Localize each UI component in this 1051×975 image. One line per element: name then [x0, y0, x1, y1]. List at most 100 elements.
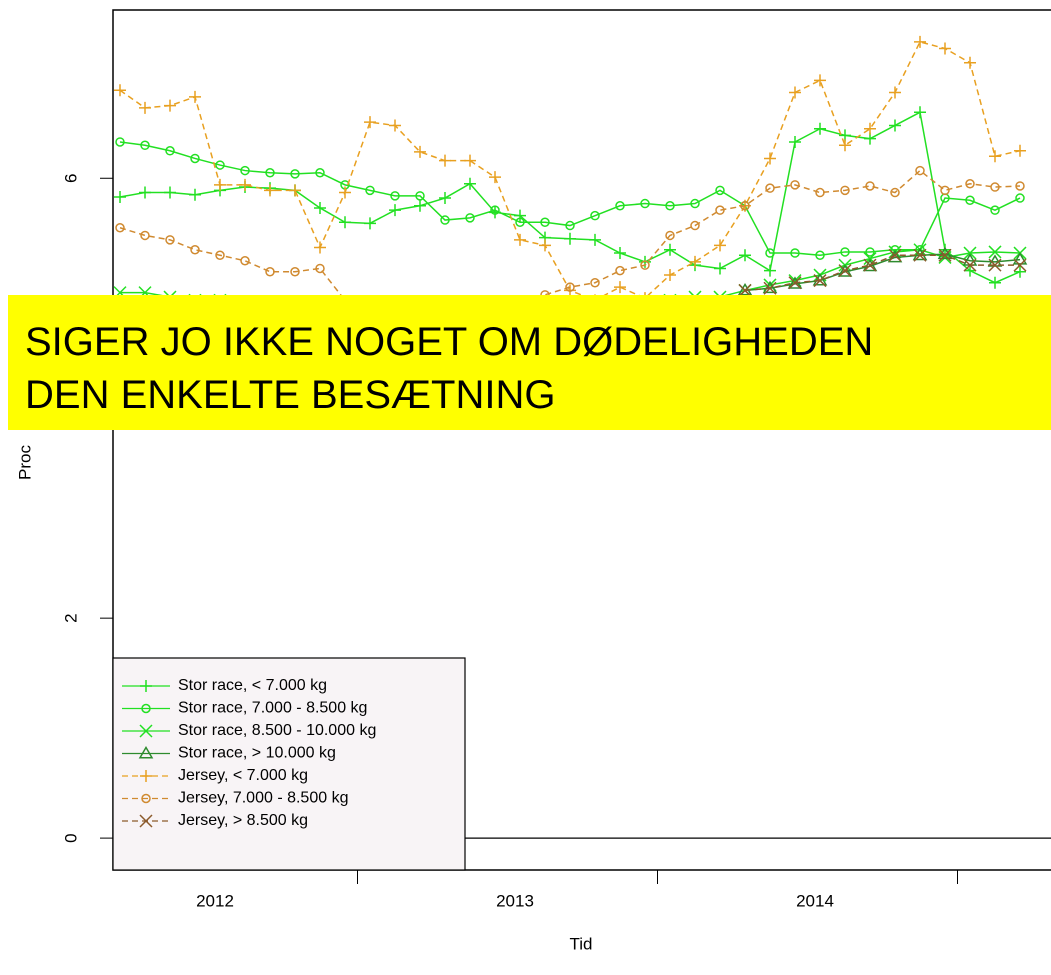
- marker: [564, 232, 576, 245]
- marker: [964, 56, 976, 69]
- marker: [813, 274, 827, 288]
- marker: [490, 205, 500, 215]
- marker: [1015, 181, 1025, 191]
- marker: [914, 106, 926, 119]
- marker: [138, 746, 154, 759]
- legend-label: Jersey, 7.000 - 8.500 kg: [178, 790, 348, 807]
- marker: [590, 278, 600, 288]
- marker: [865, 247, 875, 257]
- marker: [139, 101, 151, 114]
- marker: [515, 217, 525, 227]
- marker: [765, 248, 775, 258]
- marker: [265, 267, 275, 277]
- y-tick-label: 6: [61, 174, 80, 183]
- marker: [889, 86, 901, 99]
- marker: [389, 204, 401, 217]
- marker: [938, 248, 952, 262]
- marker: [139, 186, 151, 199]
- marker: [762, 280, 778, 294]
- marker: [888, 248, 902, 262]
- marker: [164, 99, 176, 112]
- annotation-box: [8, 295, 1051, 430]
- marker: [1014, 265, 1026, 278]
- y-tick-label: 2: [61, 613, 80, 622]
- plot-box: [112, 9, 1051, 871]
- marker: [414, 199, 426, 212]
- marker: [190, 245, 200, 255]
- marker: [114, 190, 126, 203]
- marker: [664, 243, 676, 256]
- marker: [565, 282, 575, 292]
- marker: [464, 177, 476, 190]
- marker: [814, 74, 826, 87]
- marker: [740, 201, 750, 211]
- marker: [165, 235, 175, 245]
- marker: [240, 256, 250, 266]
- marker: [789, 86, 801, 99]
- marker: [840, 185, 850, 196]
- marker: [640, 198, 650, 209]
- x-tick-label: 2012: [196, 891, 234, 910]
- marker: [589, 233, 601, 246]
- marker: [565, 220, 575, 231]
- marker: [788, 276, 802, 290]
- x-tick-label: 2014: [796, 891, 834, 910]
- marker: [240, 165, 250, 176]
- marker: [464, 154, 476, 167]
- marker: [489, 171, 501, 184]
- series-line: [119, 169, 1021, 331]
- marker: [690, 220, 700, 231]
- marker: [314, 201, 326, 214]
- marker: [790, 248, 800, 258]
- marker: [915, 165, 925, 176]
- legend-label: Jersey, < 7.000 kg: [178, 767, 308, 784]
- marker: [315, 168, 325, 178]
- marker: [665, 230, 675, 241]
- marker: [715, 205, 725, 215]
- marker: [115, 137, 125, 147]
- marker: [439, 192, 451, 205]
- marker: [989, 276, 1001, 289]
- marker: [540, 217, 550, 227]
- marker: [114, 84, 126, 97]
- marker: [614, 281, 626, 294]
- marker: [264, 184, 276, 197]
- marker: [664, 269, 676, 282]
- marker: [290, 169, 300, 179]
- marker: [865, 181, 875, 191]
- series-line: [119, 141, 1021, 256]
- marker: [139, 724, 153, 738]
- marker: [340, 180, 350, 190]
- series-line: [119, 111, 1021, 284]
- marker: [764, 264, 776, 277]
- legend-label: Stor race, > 10.000 kg: [178, 745, 336, 762]
- marker: [1015, 193, 1025, 203]
- marker: [265, 168, 275, 178]
- marker: [890, 187, 900, 198]
- marker: [912, 247, 928, 261]
- marker: [439, 154, 451, 167]
- marker: [940, 193, 950, 203]
- marker: [815, 250, 825, 260]
- marker: [665, 201, 675, 211]
- marker: [814, 122, 826, 135]
- legend-label: Stor race, < 7.000 kg: [178, 677, 327, 694]
- marker: [1012, 252, 1028, 265]
- marker: [365, 185, 375, 196]
- marker: [514, 209, 526, 222]
- marker: [1014, 144, 1026, 157]
- marker: [990, 205, 1000, 215]
- marker: [965, 179, 975, 189]
- marker: [1013, 258, 1027, 272]
- marker: [990, 182, 1000, 192]
- marker: [514, 233, 526, 246]
- marker: [364, 217, 376, 230]
- marker: [988, 258, 1002, 272]
- marker: [140, 140, 150, 151]
- marker: [215, 160, 225, 170]
- marker: [315, 263, 325, 274]
- marker: [863, 252, 877, 266]
- marker: [812, 273, 828, 286]
